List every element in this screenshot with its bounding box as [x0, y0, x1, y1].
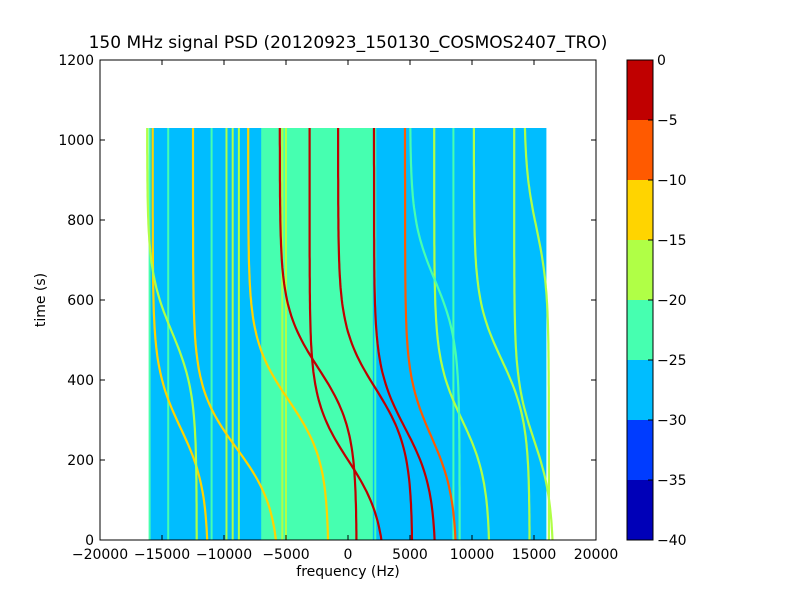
doppler-trace: [513, 128, 554, 540]
colorbar-segment: [627, 240, 653, 300]
chart-title: 150 MHz signal PSD (20120923_150130_COSM…: [89, 33, 608, 53]
x-axis-ticks: −20000 −15000 −10000 −5000 0 5000 10000 15000 20…: [72, 60, 618, 563]
x-tick-label: −10000: [196, 547, 252, 563]
x-tick-label: 15000: [512, 547, 557, 563]
doppler-trace: [247, 128, 330, 540]
colorbar-segment: [627, 60, 653, 120]
heatmap-plot-area: [146, 127, 554, 540]
colorbar-tick-label: −20: [657, 293, 687, 309]
y-tick-label: 800: [67, 213, 94, 229]
doppler-trace: [409, 127, 461, 540]
colorbar-tick-label: 0: [657, 53, 666, 69]
x-tick-label: −15000: [134, 547, 190, 563]
doppler-trace: [472, 128, 531, 540]
colorbar-tick-label: −40: [657, 533, 687, 549]
y-axis-ticks: 0 200 400 600 800 1000 1200: [58, 53, 596, 549]
colorbar-segment: [627, 420, 653, 480]
doppler-trace: [278, 128, 358, 540]
colorbar-segment: [627, 360, 653, 420]
y-tick-label: 600: [67, 293, 94, 309]
y-tick-label: 400: [67, 373, 94, 389]
colorbar: [627, 60, 653, 540]
doppler-trace: [403, 128, 457, 540]
x-axis-label: frequency (Hz): [296, 564, 399, 580]
colorbar-tick-label: −10: [657, 173, 687, 189]
colorbar-segment: [627, 480, 653, 540]
x-tick-label: −20000: [72, 547, 128, 563]
doppler-trace: [372, 128, 436, 540]
colorbar-tick-label: −5: [657, 113, 678, 129]
y-tick-label: 1200: [58, 53, 94, 69]
x-tick-label: −5000: [262, 547, 309, 563]
x-tick-label: 20000: [574, 547, 619, 563]
colorbar-tick-label: −30: [657, 413, 687, 429]
y-tick-label: 200: [67, 453, 94, 469]
colorbar-tick-label: −35: [657, 473, 687, 489]
y-tick-label: 0: [85, 533, 94, 549]
doppler-trace: [191, 128, 277, 540]
colorbar-segment: [627, 120, 653, 180]
heatmap-band: [261, 128, 373, 540]
colorbar-tick-label: −15: [657, 233, 687, 249]
y-axis-label: time (s): [33, 273, 49, 327]
y-tick-label: 1000: [58, 133, 94, 149]
x-tick-label: 5000: [392, 547, 428, 563]
colorbar-segment: [627, 300, 653, 360]
x-tick-label: 10000: [450, 547, 495, 563]
doppler-trace: [337, 128, 414, 540]
doppler-trace: [523, 127, 550, 540]
doppler-trace: [146, 128, 198, 540]
colorbar-tick-label: −25: [657, 353, 687, 369]
doppler-trace: [151, 128, 209, 540]
colorbar-segment: [627, 180, 653, 240]
x-tick-label: 0: [344, 547, 353, 563]
doppler-trace: [433, 128, 491, 540]
colorbar-ticks: 0 −5 −10 −15 −20 −25 −30 −35 −40: [648, 53, 687, 549]
